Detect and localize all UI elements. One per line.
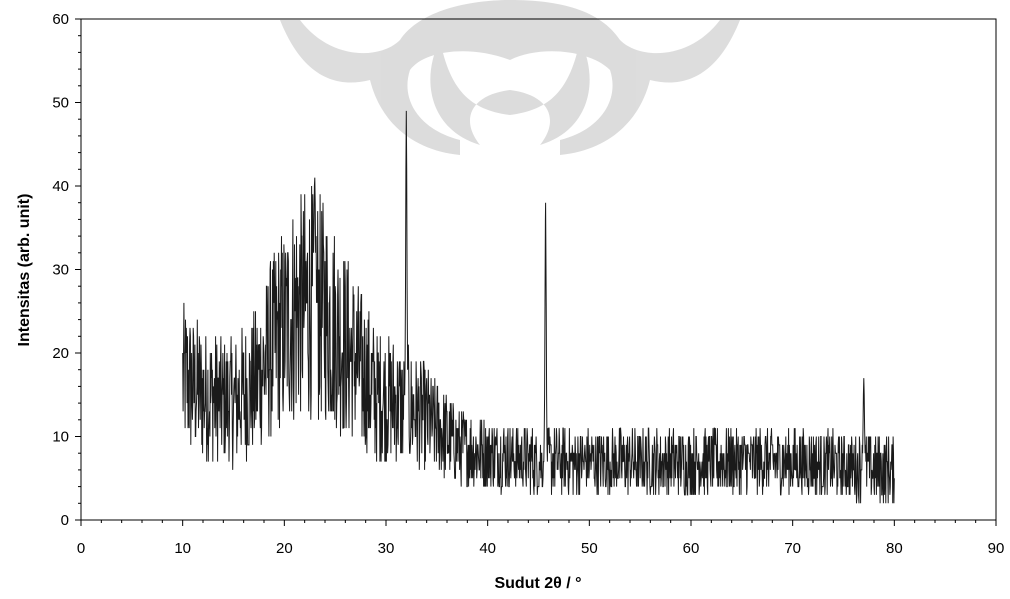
y-tick-label: 0 [61, 512, 69, 529]
x-tick-label: 60 [683, 540, 700, 557]
x-tick-label: 20 [276, 540, 293, 557]
x-tick-label: 0 [77, 540, 85, 557]
x-tick-label: 80 [886, 540, 903, 557]
x-tick-label: 30 [378, 540, 395, 557]
x-tick-label: 50 [581, 540, 598, 557]
x-tick-label: 40 [479, 540, 496, 557]
y-axis-title: Intensitas (arb. unit) [16, 194, 33, 347]
x-axis: 0 10 20 30 40 50 60 70 80 90 [77, 520, 1005, 557]
x-axis-title: Sudut 2θ / ° [494, 575, 581, 592]
x-tick-label: 70 [784, 540, 801, 557]
xrd-series-line [182, 110, 895, 504]
x-tick-label: 90 [988, 540, 1005, 557]
y-tick-label: 40 [52, 178, 69, 195]
y-tick-label: 60 [52, 11, 69, 28]
y-tick-label: 50 [52, 95, 69, 112]
x-tick-label: 10 [174, 540, 191, 557]
watermark-ornament [280, 0, 740, 155]
y-tick-label: 30 [52, 262, 69, 279]
y-tick-label: 10 [52, 429, 69, 446]
plot-frame [80, 18, 997, 521]
y-tick-label: 20 [52, 345, 69, 362]
y-axis: 0 10 20 30 40 50 60 [52, 11, 81, 529]
